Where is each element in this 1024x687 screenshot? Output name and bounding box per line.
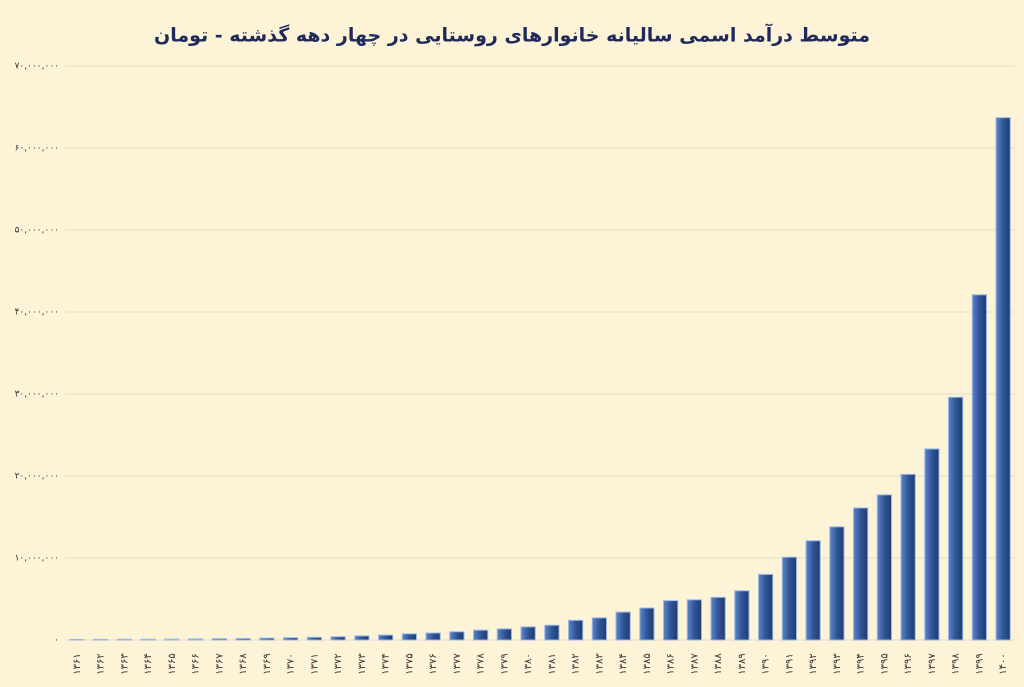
y-tick-label: ۲۰,۰۰۰,۰۰۰ [15, 472, 59, 482]
x-tick-label: ۱۳۸۶ [666, 653, 677, 674]
x-tick-label: ۱۳۷۶ [428, 653, 439, 674]
bar [235, 637, 251, 641]
x-tick-label: ۱۳۹۸ [951, 653, 962, 675]
bar [900, 473, 916, 641]
x-tick-label: ۱۳۹۶ [903, 653, 914, 674]
x-tick-label: ۱۳۸۵ [642, 653, 653, 674]
bar [283, 637, 299, 641]
bar [116, 638, 132, 641]
x-tick-label: ۱۳۹۲ [808, 653, 819, 674]
x-tick-label: ۱۳۶۶ [191, 653, 202, 674]
x-tick-label: ۱۳۸۳ [594, 653, 605, 675]
y-tick-label: ۳۰,۰۰۰,۰۰۰ [15, 390, 59, 400]
x-tick-label: ۱۳۶۴ [143, 653, 154, 674]
bar [686, 599, 702, 641]
chart-title: متوسط درآمد اسمی سالیانه خانوارهای روستا… [154, 23, 870, 47]
bar [615, 611, 631, 641]
bar [378, 634, 394, 641]
bar [829, 526, 845, 641]
x-tick-label: ۱۳۸۲ [571, 653, 582, 674]
x-tick-label: ۱۳۸۴ [618, 653, 629, 674]
bar [876, 494, 892, 641]
bar [330, 636, 346, 641]
bar [520, 626, 536, 641]
x-tick-label: ۱۳۹۷ [927, 653, 938, 675]
x-tick-label: ۱۳۶۳ [119, 653, 130, 675]
x-tick-label: ۱۴۰۰ [998, 653, 1009, 674]
bar [710, 596, 726, 641]
x-tick-label: ۱۳۶۷ [214, 653, 225, 675]
bar [995, 117, 1011, 641]
x-tick-label: ۱۳۶۲ [96, 653, 107, 674]
bar [805, 540, 821, 641]
bar [568, 619, 584, 641]
x-tick-label: ۱۳۷۳ [357, 653, 368, 675]
x-tick-label: ۱۳۸۹ [737, 653, 748, 674]
bar [354, 635, 370, 641]
bar [591, 617, 607, 641]
bar [449, 631, 465, 641]
bar [734, 590, 750, 641]
x-tick-label: ۱۳۸۱ [547, 653, 558, 674]
bar [853, 507, 869, 641]
x-tick-label: ۱۳۷۸ [476, 653, 487, 675]
x-tick-label: ۱۳۶۸ [238, 653, 249, 675]
x-tick-label: ۱۳۷۰ [286, 653, 297, 674]
x-tick-label: ۱۳۹۱ [784, 653, 795, 674]
bar [259, 637, 275, 641]
x-tick-label: ۱۳۹۰ [761, 653, 772, 674]
x-tick-label: ۱۳۸۰ [523, 653, 534, 674]
y-tick-label: ۵۰,۰۰۰,۰۰۰ [15, 226, 59, 236]
bar [781, 556, 797, 641]
x-tick-label: ۱۳۸۷ [689, 653, 700, 675]
bar [93, 638, 109, 641]
y-tick-label: ۶۰,۰۰۰,۰۰۰ [15, 144, 59, 154]
bar [188, 638, 204, 641]
x-tick-label: ۱۳۶۹ [262, 653, 273, 674]
x-tick-label: ۱۳۹۵ [879, 653, 890, 674]
x-tick-label: ۱۳۷۲ [333, 653, 344, 674]
bar [69, 638, 85, 641]
y-tick-label: ۱۰,۰۰۰,۰۰۰ [15, 554, 59, 564]
x-tick-label: ۱۳۷۱ [309, 653, 320, 674]
bar [544, 624, 560, 641]
bar [140, 638, 156, 641]
bar [948, 396, 964, 641]
bar [639, 607, 655, 641]
x-tick-label: ۱۳۹۳ [832, 653, 843, 675]
bar [164, 638, 180, 641]
bar [306, 636, 322, 641]
x-tick-label: ۱۳۹۴ [856, 653, 867, 674]
bar [758, 573, 774, 641]
x-tick-label: ۱۳۶۱ [72, 653, 83, 674]
bar [496, 628, 512, 641]
x-tick-label: ۱۳۷۵ [404, 653, 415, 674]
bar [971, 294, 987, 641]
y-tick-label: ۷۰,۰۰۰,۰۰۰ [15, 62, 59, 72]
x-tick-label: ۱۳۹۹ [974, 653, 985, 674]
bar [401, 633, 417, 641]
bar [425, 632, 441, 641]
bar [663, 600, 679, 641]
x-tick-label: ۱۳۷۷ [452, 653, 463, 675]
x-tick-label: ۱۳۶۵ [167, 653, 178, 674]
bar [924, 448, 940, 641]
x-tick-label: ۱۳۷۴ [381, 653, 392, 674]
y-tick-label: ۰ [54, 636, 59, 646]
x-tick-label: ۱۳۷۹ [499, 653, 510, 674]
bar [211, 638, 227, 641]
x-tick-label: ۱۳۸۸ [713, 653, 724, 675]
y-tick-label: ۴۰,۰۰۰,۰۰۰ [15, 308, 59, 318]
bar [473, 629, 489, 641]
